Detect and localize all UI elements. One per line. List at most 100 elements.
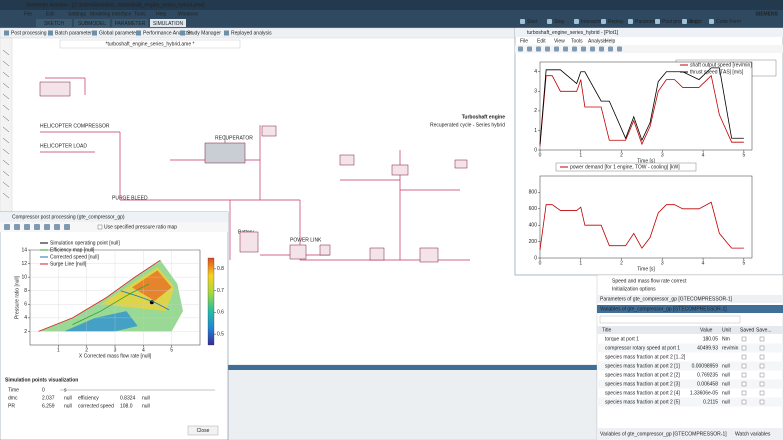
tool-icon [2, 82, 10, 89]
menu-item[interactable]: Edit [46, 11, 55, 17]
save-checkbox [741, 399, 747, 405]
toolbar-tab[interactable]: Global parameters [99, 30, 141, 36]
field: corrected speed [78, 403, 114, 409]
plot-menu-item[interactable]: File [520, 38, 528, 44]
ribbon-button[interactable]: Code Form [716, 19, 741, 25]
menu-item[interactable]: Settings [68, 11, 87, 17]
x-tick-label: 2 [620, 152, 623, 158]
toolbar-tab[interactable]: Study Manager [187, 30, 221, 36]
diagram-title: Turboshaft engine [462, 114, 505, 120]
field: null [142, 395, 150, 401]
toolbar-tab[interactable]: Batch parameters [55, 30, 95, 36]
diagram-subtitle: Recuperated cycle - Series hybrid [430, 122, 505, 128]
toolbar-tab[interactable]: Replayed analysis [231, 30, 272, 36]
x-tick-label: 4 [702, 260, 705, 266]
toolbar-icon [4, 30, 9, 36]
save-checkbox [759, 372, 765, 378]
save-checkbox [741, 372, 747, 378]
save-checkbox [759, 399, 765, 405]
save-checkbox [741, 390, 747, 396]
tool-icon [599, 46, 604, 52]
tool-icon [44, 224, 50, 230]
plot-menu-item[interactable]: Edit [537, 38, 546, 44]
ribbon-button[interactable]: Interactive [581, 19, 604, 25]
panel-tab[interactable]: Watch variables [735, 431, 771, 437]
menu-item[interactable]: Help [156, 11, 167, 17]
component-label: HELICOPTER LOAD [40, 143, 87, 149]
variable-unit: Nm [722, 336, 730, 342]
component-label: RECUPERATOR [215, 135, 253, 141]
ribbon-icon [574, 19, 579, 24]
plot-menu-item[interactable]: Tools [571, 38, 583, 44]
component [261, 125, 277, 137]
plot-titlebar [515, 28, 783, 37]
field: 2.037 [42, 395, 55, 401]
y-tick-label: 12 [21, 261, 27, 267]
ribbon-icon [547, 19, 552, 24]
column-header: Title [602, 327, 611, 333]
tool-icon [617, 46, 622, 52]
ribbon-button[interactable]: Post processing [662, 19, 698, 25]
field: 0 [42, 387, 45, 393]
variable-unit: null [722, 390, 730, 396]
log-header [228, 365, 597, 370]
mode-tab [74, 19, 110, 27]
menu-item[interactable]: Windows [178, 11, 199, 17]
component-label: HELICOPTER COMPRESSOR [40, 123, 110, 129]
plot-menu-item[interactable]: Help [605, 38, 616, 44]
toolbar-icon [180, 30, 185, 36]
y-tick-label: 1 [534, 128, 537, 134]
toolbar-tab[interactable]: Performance Analyzer [143, 30, 193, 36]
variable-title: species mass fraction at port 2 [1..2] [605, 354, 686, 360]
variable-value: 40499.93 [697, 345, 718, 351]
tool-icon [14, 224, 20, 230]
close-button-label[interactable]: Close [197, 428, 210, 434]
variable-title: species mass fraction at port 2 [3] [605, 381, 680, 387]
window-title: Simcenter Amesim - [C:\Users\Amesim\...\… [26, 2, 205, 8]
panel-tab[interactable]: Variables of gte_compressor_gp [GTECOMPR… [600, 431, 727, 437]
checkbox-label[interactable]: Use specified pressure ratio map [104, 224, 177, 230]
table-row [597, 361, 783, 371]
plot-menu-item[interactable]: View [554, 38, 565, 44]
variable-value: 0.006458 [697, 381, 718, 387]
field: efficiency [78, 395, 99, 401]
save-checkbox [759, 363, 765, 369]
mode-tab-label[interactable]: SUBMODEL [78, 21, 106, 27]
ribbon-button[interactable]: Replay [608, 19, 624, 25]
plot-menu-item[interactable]: Analysis [588, 38, 607, 44]
x-axis-label: X Corrected mass flow rate [null] [79, 353, 152, 359]
save-checkbox [759, 354, 765, 360]
mode-tab-label[interactable]: SKETCH [44, 21, 65, 27]
toolbar-tab[interactable]: Post processing [11, 30, 47, 36]
menu-item[interactable]: Modeling [90, 11, 111, 17]
plot-toolbar [515, 45, 783, 53]
mode-tab-label[interactable]: SIMULATION [153, 21, 184, 27]
tool-icon [2, 137, 10, 144]
ribbon-button[interactable]: Script [689, 19, 702, 25]
component [289, 244, 307, 260]
field: 6.259 [42, 403, 55, 409]
tool-icon [572, 46, 577, 52]
component-label: POWER LINK [290, 237, 322, 243]
component [239, 231, 259, 253]
tool-icon [2, 159, 10, 166]
x-tick-label: 2 [85, 347, 88, 353]
menu-item[interactable]: Interface [112, 11, 132, 17]
variable-unit: null [722, 381, 730, 387]
menu-item[interactable]: Tools [134, 11, 146, 17]
ribbon-button[interactable]: Start [527, 19, 538, 25]
ribbon-button[interactable]: Parameters [635, 19, 661, 25]
log-panel [227, 364, 598, 440]
y-tick-label: 2 [534, 108, 537, 114]
tool-icon [2, 192, 10, 199]
tool-icon [2, 181, 10, 188]
column-header: Saved [740, 327, 754, 333]
mode-tab-label[interactable]: PARAMETER [115, 21, 146, 27]
y-tick-label: 400 [529, 223, 538, 229]
plot-area [539, 175, 753, 259]
menu-item[interactable]: File [24, 11, 32, 17]
ribbon-button[interactable]: Stop [554, 19, 565, 25]
series-line [539, 67, 744, 145]
save-checkbox [759, 381, 765, 387]
panel-tab[interactable]: Parameters of gte_compressor_gp [GTECOMP… [600, 296, 733, 302]
